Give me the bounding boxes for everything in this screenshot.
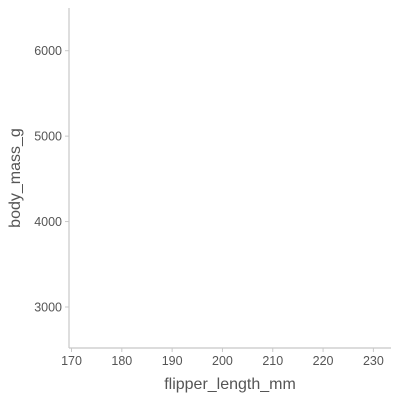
x-tick-label: 190 [162, 354, 183, 368]
x-tick-group: 170 180 190 200 210 220 230 [61, 348, 384, 368]
y-tick-label: 4000 [34, 215, 62, 229]
y-tick-group: 3000 4000 5000 6000 [34, 44, 69, 314]
y-axis: 3000 4000 5000 6000 [34, 8, 70, 348]
x-tick-label: 170 [61, 354, 82, 368]
x-tick-label: 180 [111, 354, 132, 368]
x-tick-label: 220 [313, 354, 334, 368]
y-tick-label: 3000 [34, 300, 62, 314]
x-tick-label: 200 [212, 354, 233, 368]
x-axis: 170 180 190 200 210 220 230 [61, 347, 391, 368]
y-tick-label: 6000 [34, 44, 62, 58]
y-axis-title: body_mass_g [7, 128, 24, 228]
x-tick-label: 210 [262, 354, 283, 368]
x-tick-label: 230 [363, 354, 384, 368]
x-axis-title: flipper_length_mm [164, 376, 296, 393]
y-tick-label: 5000 [34, 130, 62, 144]
